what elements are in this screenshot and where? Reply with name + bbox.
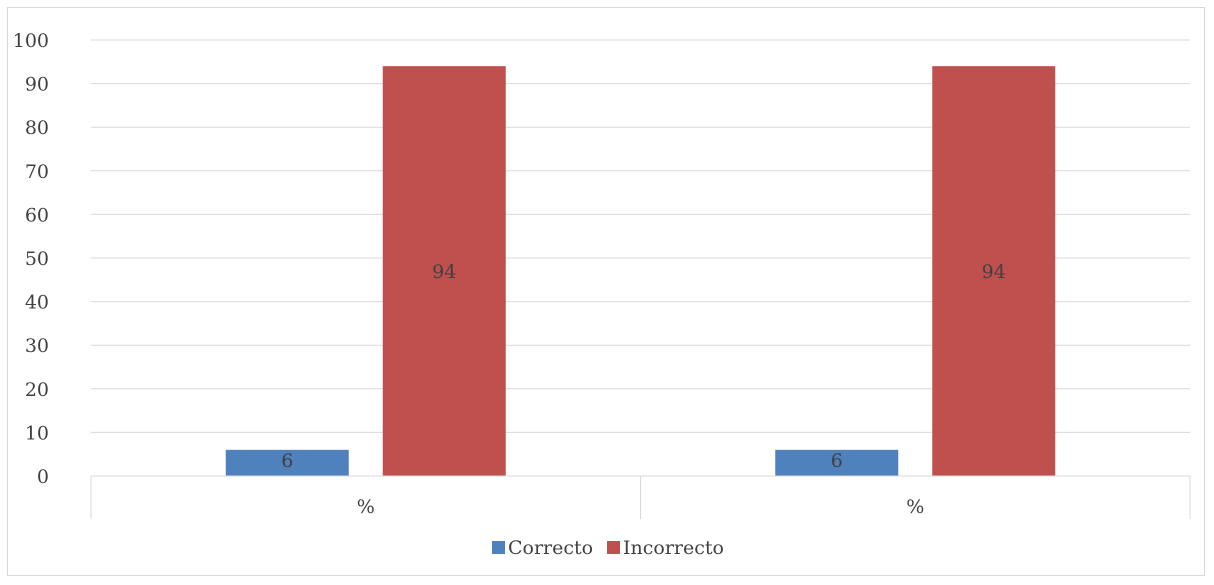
legend-label-correcto: Correcto bbox=[508, 537, 593, 559]
legend-swatch-correcto bbox=[492, 541, 505, 554]
data-label-correcto-0: 6 bbox=[281, 450, 293, 472]
y-tick-label-0: 0 bbox=[37, 466, 49, 488]
legend-swatch-incorrecto bbox=[607, 541, 620, 554]
y-tick-label-60: 60 bbox=[25, 204, 49, 226]
y-tick-label-100: 100 bbox=[13, 30, 49, 52]
bar-correcto-0 bbox=[225, 449, 349, 476]
y-tick-label-10: 10 bbox=[25, 422, 49, 444]
data-label-correcto-1: 6 bbox=[831, 450, 843, 472]
y-tick-label-20: 20 bbox=[25, 379, 49, 401]
category-label-1: % bbox=[906, 496, 924, 518]
data-label-incorrecto-0: 94 bbox=[432, 261, 456, 283]
data-label-incorrecto-1: 94 bbox=[982, 261, 1006, 283]
bar-incorrecto-0 bbox=[382, 66, 506, 476]
y-tick-label-30: 30 bbox=[25, 335, 49, 357]
y-tick-label-50: 50 bbox=[25, 248, 49, 270]
y-tick-label-80: 80 bbox=[25, 117, 49, 139]
bar-correcto-1 bbox=[775, 449, 899, 476]
y-tick-label-40: 40 bbox=[25, 292, 49, 314]
y-tick-label-90: 90 bbox=[25, 74, 49, 96]
category-label-0: % bbox=[357, 496, 375, 518]
bar-incorrecto-1 bbox=[932, 66, 1056, 476]
legend-label-incorrecto: Incorrecto bbox=[623, 537, 724, 559]
y-tick-label-70: 70 bbox=[25, 161, 49, 183]
